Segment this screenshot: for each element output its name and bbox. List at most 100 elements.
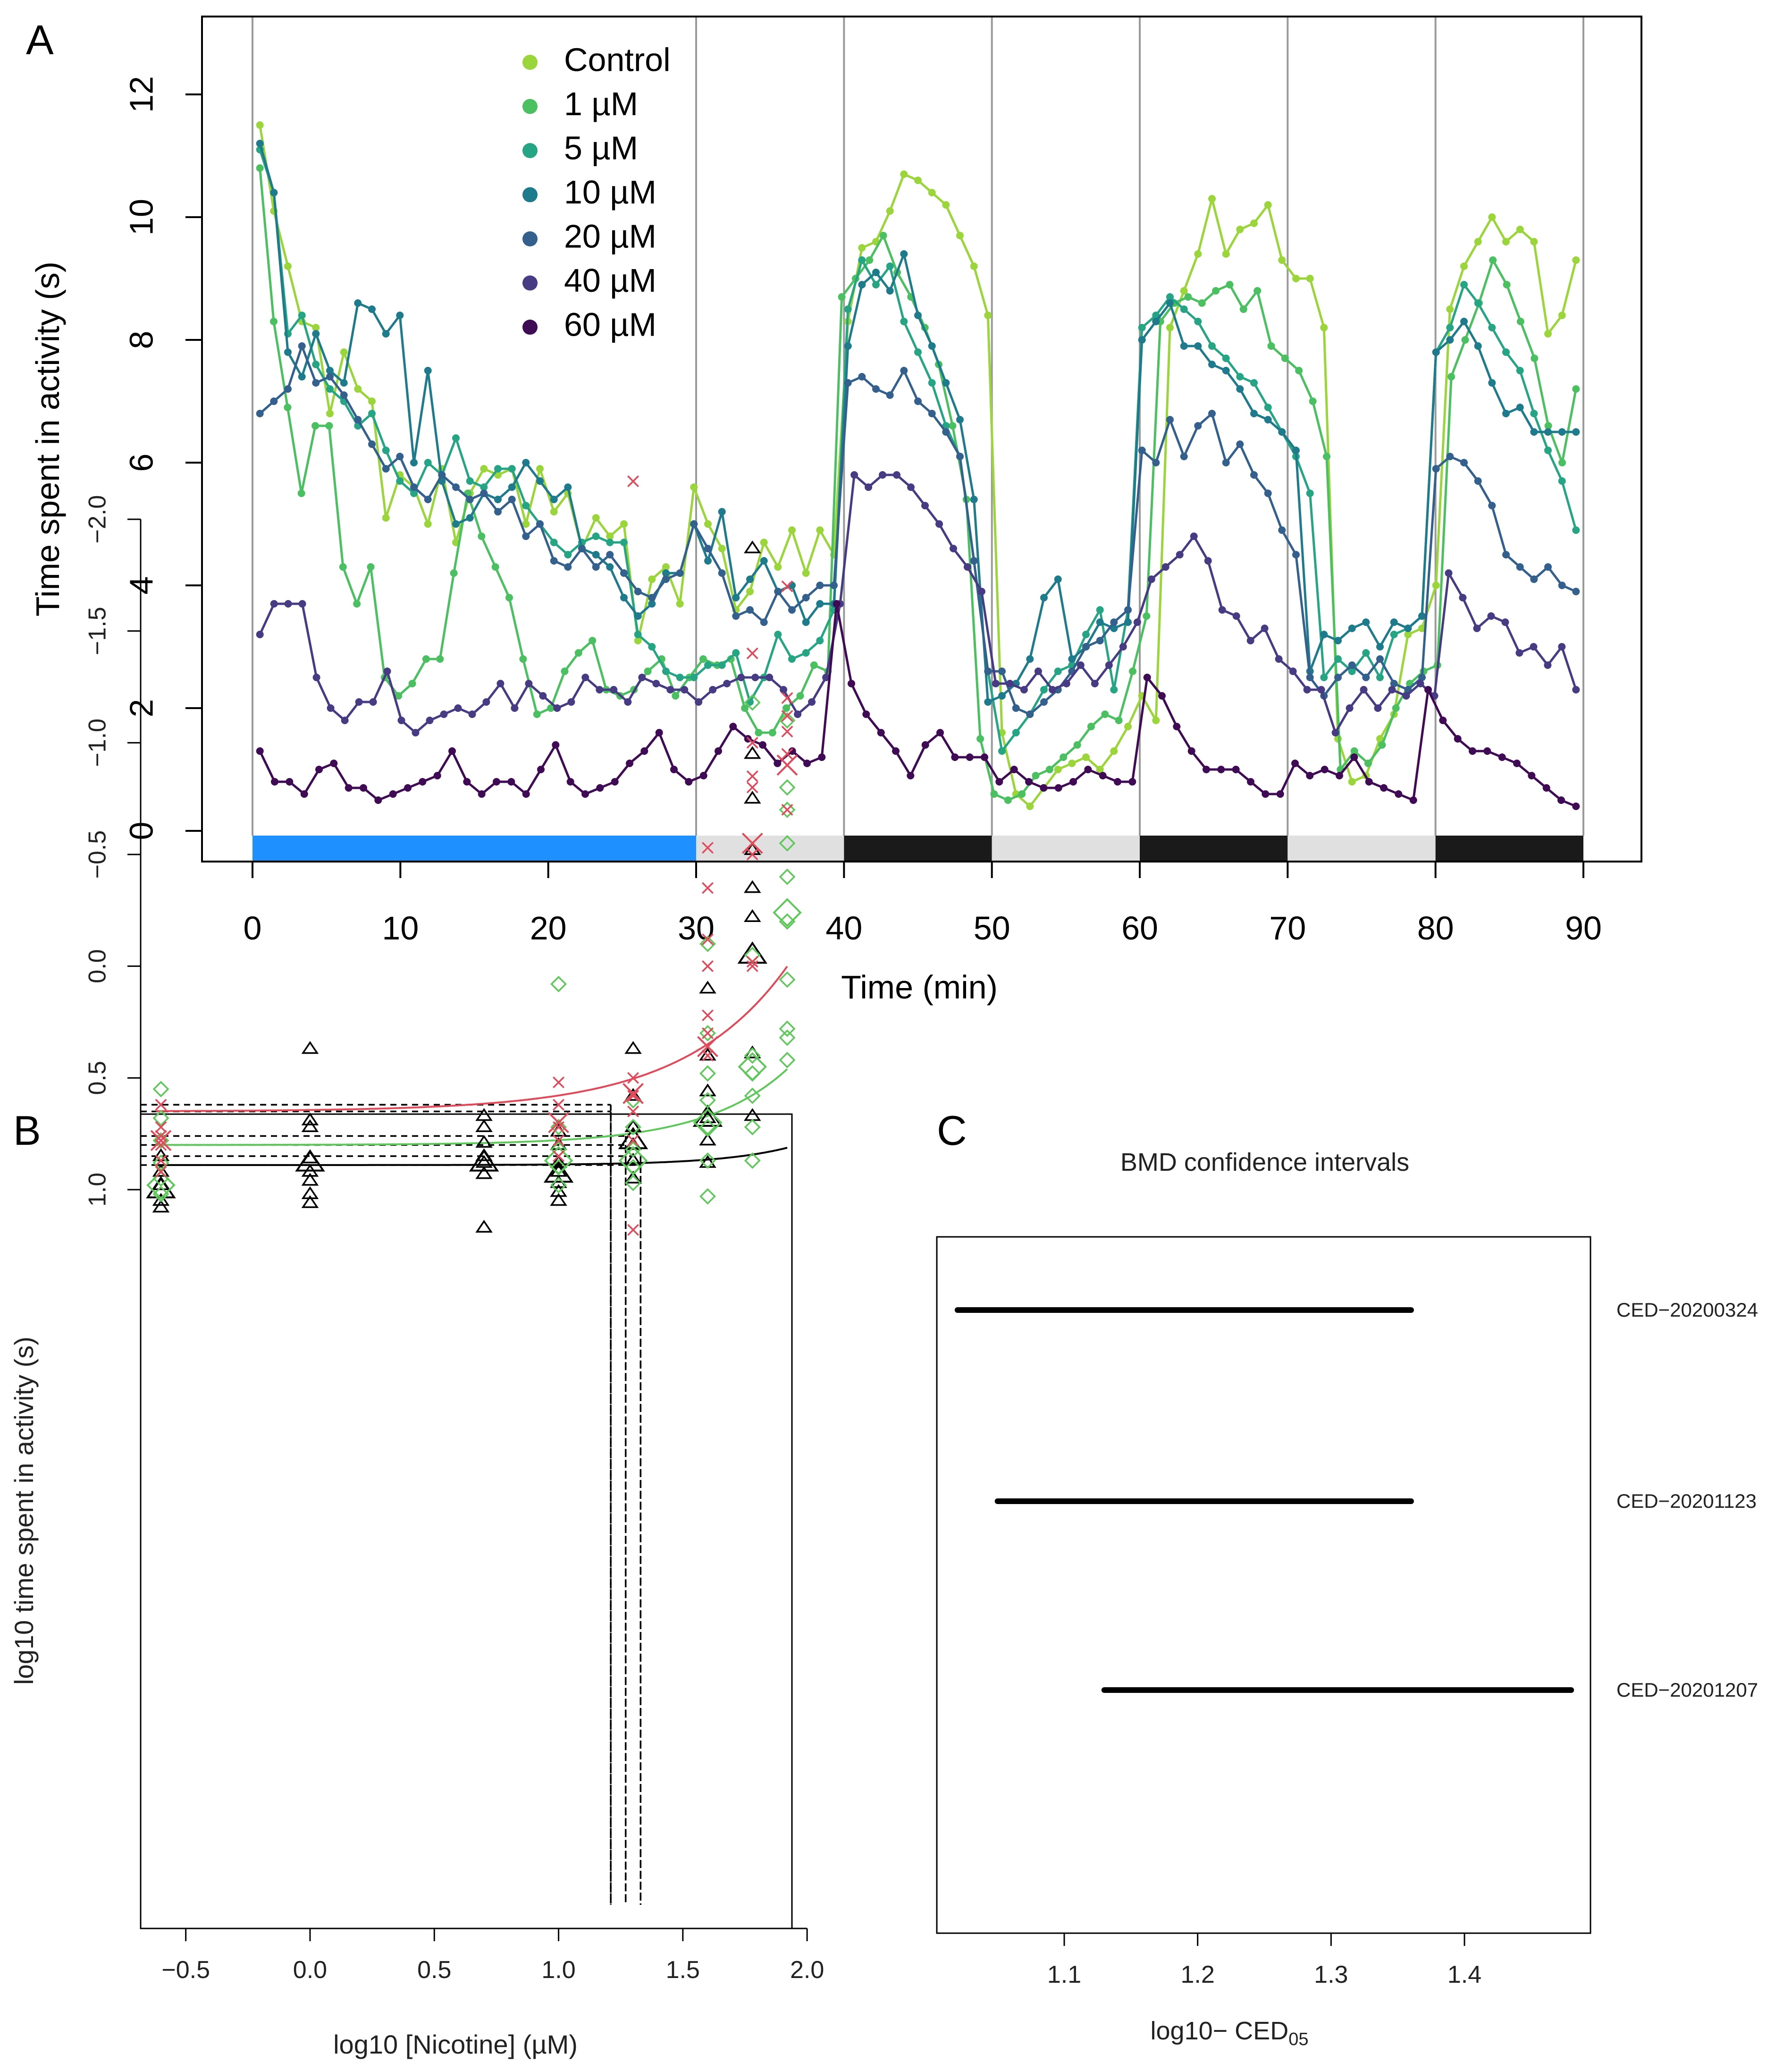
data-point [1516, 318, 1524, 325]
data-point [312, 324, 320, 331]
data-point [345, 784, 353, 792]
data-point [374, 796, 382, 804]
data-point [741, 704, 749, 712]
data-point [1295, 367, 1303, 374]
data-point [367, 563, 375, 571]
x-tick-label: 1.5 [666, 1956, 700, 1984]
data-point [424, 520, 432, 528]
data-point [1502, 410, 1510, 417]
data-point [1488, 213, 1496, 221]
data-point [1190, 533, 1198, 540]
data-point [396, 477, 404, 485]
data-point [1026, 803, 1034, 810]
data-point [1317, 686, 1325, 693]
data-point [699, 935, 716, 952]
data-point [998, 692, 1006, 700]
fit-curve [156, 965, 788, 1112]
data-point [858, 373, 866, 380]
data-point [858, 281, 866, 288]
data-point [648, 643, 656, 651]
data-point [478, 790, 486, 798]
data-point [1459, 594, 1467, 601]
data-point [1236, 373, 1244, 380]
data-point [1012, 729, 1020, 736]
data-point [1054, 575, 1062, 583]
data-point [981, 753, 988, 761]
data-point [1128, 778, 1136, 786]
data-point [1114, 778, 1121, 786]
data-point [1208, 342, 1216, 350]
data-point [522, 533, 530, 540]
data-point [704, 545, 712, 552]
data-point [1488, 502, 1496, 509]
data-point [1390, 631, 1398, 638]
data-point [256, 631, 264, 638]
legend-label: 1 µM [564, 85, 638, 122]
data-point [1232, 766, 1240, 773]
data-point [1292, 275, 1300, 282]
data-point [478, 533, 486, 540]
data-point [1362, 674, 1370, 681]
data-point [796, 692, 804, 700]
data-point [652, 680, 660, 687]
data-point [1572, 588, 1580, 595]
data-point [886, 207, 894, 215]
data-point [1446, 336, 1454, 344]
data-point [1194, 318, 1202, 325]
x-tick-label: 1.0 [541, 1956, 575, 1984]
data-point [1320, 674, 1328, 681]
data-point [877, 729, 885, 736]
data-point [355, 698, 363, 706]
y-tick-label: −2.0 [84, 495, 111, 544]
data-point [505, 594, 513, 601]
data-point [802, 618, 810, 626]
data-point [1099, 772, 1107, 779]
data-point [788, 655, 796, 663]
data-point [312, 361, 320, 368]
data-point [152, 1200, 170, 1213]
data-point [699, 1152, 716, 1169]
data-point [816, 526, 824, 534]
data-point [297, 490, 305, 497]
data-point [424, 367, 432, 374]
data-point [1152, 717, 1160, 724]
data-point [892, 747, 900, 755]
data-point [301, 1041, 319, 1054]
data-point [550, 1155, 567, 1168]
data-point [627, 1224, 639, 1236]
data-point [744, 1118, 761, 1135]
data-point [1068, 760, 1076, 767]
data-point [1390, 618, 1398, 626]
data-point [627, 1134, 639, 1147]
data-point [1208, 410, 1216, 417]
data-point [634, 631, 642, 638]
data-point [1180, 453, 1188, 460]
data-point [936, 729, 944, 736]
data-point [550, 496, 558, 503]
data-point [976, 735, 984, 743]
data-point [312, 379, 320, 387]
data-point [830, 582, 838, 589]
data-point [410, 483, 418, 491]
data-point [1303, 686, 1311, 693]
data-point [1348, 625, 1356, 632]
data-point [382, 514, 390, 522]
data-point [340, 391, 348, 399]
data-point [155, 1139, 167, 1151]
data-point [256, 121, 264, 129]
data-point [522, 502, 530, 509]
data-point [781, 692, 793, 704]
data-point [564, 563, 572, 571]
data-point [1331, 729, 1339, 736]
data-point [301, 1112, 319, 1125]
data-point [1040, 784, 1048, 792]
data-point [670, 766, 678, 773]
data-point [862, 710, 870, 718]
data-point [1544, 422, 1552, 430]
data-point [704, 520, 712, 528]
y-tick-label: −1.5 [84, 607, 111, 655]
data-point [466, 477, 474, 485]
data-point [1558, 582, 1566, 589]
data-point [1218, 606, 1226, 614]
